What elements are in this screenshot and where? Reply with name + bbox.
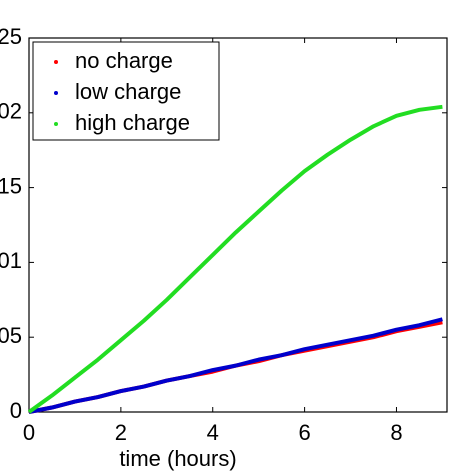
x-tick-label: 8 xyxy=(390,420,402,445)
legend-label: low charge xyxy=(75,79,181,104)
y-tick-label: 0.015 xyxy=(0,173,22,198)
x-tick-label: 0 xyxy=(23,420,35,445)
legend-label: no charge xyxy=(75,48,173,73)
y-tick-label: 0 xyxy=(10,398,22,423)
series-line xyxy=(27,104,443,414)
x-axis-label: time (hours) xyxy=(119,446,236,471)
x-tick-label: 4 xyxy=(207,420,219,445)
series-line xyxy=(28,317,443,414)
legend-label: high charge xyxy=(75,110,190,135)
legend-box xyxy=(32,41,220,141)
plot-frame xyxy=(28,37,448,413)
x-tick-label: 6 xyxy=(298,420,310,445)
y-tick-label: 0.005 xyxy=(0,323,22,348)
legend-marker xyxy=(54,60,58,64)
y-tick-label: 0.02 xyxy=(0,99,22,124)
x-tick-label: 2 xyxy=(115,420,127,445)
legend-marker xyxy=(54,91,58,95)
legend-marker xyxy=(54,122,58,126)
y-tick-label: 0.01 xyxy=(0,248,22,273)
y-tick-label: 0.025 xyxy=(0,24,22,49)
